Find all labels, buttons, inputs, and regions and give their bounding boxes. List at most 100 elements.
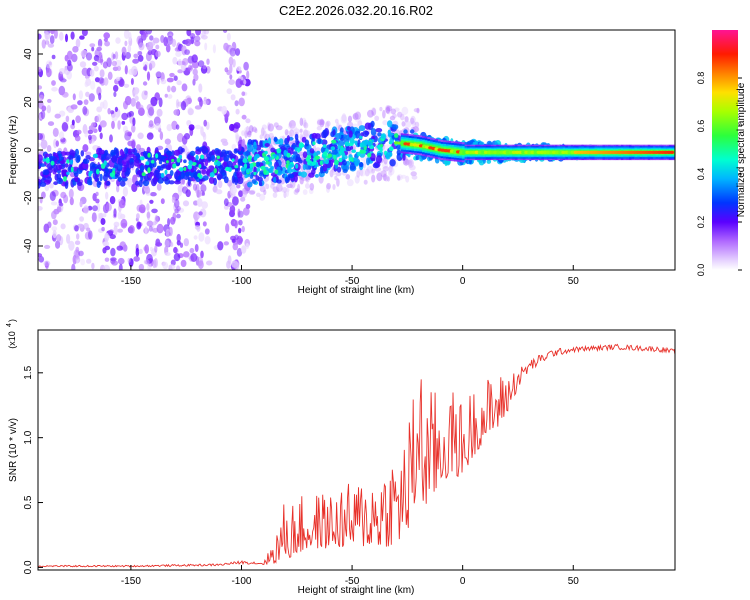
x-tick-label: -50 [345, 276, 360, 287]
spectrogram-cell [88, 134, 92, 141]
spectrogram-cell [410, 117, 415, 125]
spectrogram-cell [110, 110, 115, 115]
spectrogram-cell [115, 37, 121, 44]
spectrogram-cell [316, 126, 322, 131]
spectrogram-cell [86, 258, 92, 264]
spectrogram-cell [180, 100, 187, 111]
spectrogram-cell [193, 235, 198, 240]
spectrogram-cell [389, 151, 393, 157]
spectrogram-cell [76, 129, 82, 135]
spectrogram-cell [160, 172, 165, 178]
spectrogram-cell [254, 153, 260, 159]
spectrogram-cell [194, 244, 199, 252]
spectrogram-cell [392, 113, 397, 119]
spectrogram-cell [174, 171, 179, 180]
spectrogram-cell [288, 174, 295, 178]
spectrogram-cell [176, 213, 181, 219]
spectrogram-cell [410, 171, 417, 177]
spectrogram-cell [178, 175, 182, 182]
spectrogram-cell [241, 225, 245, 233]
spectrogram-cell [202, 175, 209, 181]
spectrogram-cell [113, 208, 117, 218]
spectrogram-cell [382, 166, 390, 172]
spectrogram-cell [131, 140, 136, 150]
spectrogram-cell [236, 171, 243, 179]
spectrogram-cell [146, 103, 154, 112]
spectrogram-cell [358, 125, 366, 132]
spectrogram-cell [88, 230, 93, 240]
spectrogram-cell [487, 150, 492, 154]
spectrogram-cell [109, 196, 116, 205]
spectrogram-cell [138, 107, 145, 115]
spectrogram-cell [46, 105, 51, 114]
spectrogram-cell [184, 49, 191, 55]
spectrogram-cell [58, 202, 64, 207]
spectrogram-cell [233, 262, 240, 270]
spectrogram-cell [220, 168, 225, 174]
spectrogram-cell [352, 112, 359, 120]
spectrogram-cell [332, 129, 336, 136]
spectrogram-cell [396, 149, 401, 156]
spectrogram-cell [113, 84, 119, 92]
spectrogram-cell [297, 183, 301, 193]
spectrogram-cell [82, 106, 88, 115]
spectrogram-cell [414, 121, 420, 128]
spectrogram-cell [245, 243, 250, 249]
spectrogram-cell [127, 257, 131, 263]
spectrogram-cell [97, 212, 102, 222]
colorbar-tick-label: 0.8 [696, 72, 706, 85]
spectrogram-cell [299, 177, 304, 185]
spectrogram-cell [348, 142, 354, 147]
spectrogram-cell [61, 91, 69, 98]
spectrogram-cell [168, 264, 176, 270]
spectrogram-cell [508, 150, 514, 154]
spectrogram-cell [660, 150, 665, 154]
spectrogram-cell [223, 30, 228, 33]
spectrogram-cell [38, 99, 44, 110]
spectrogram-cell [130, 65, 138, 76]
spectrogram-cell [111, 260, 118, 266]
spectrogram-cell [107, 108, 111, 115]
spectrogram-cell [370, 128, 377, 136]
x-tick-label: 0 [460, 576, 466, 587]
snr-scale-exponent: 4 [6, 323, 13, 327]
spectrogram-cell [106, 57, 112, 68]
spectrogram-cell [133, 53, 139, 59]
spectrogram-cell [251, 179, 257, 184]
spectrogram-cell [137, 132, 144, 140]
spectrogram-cell [486, 159, 492, 164]
spectrogram-cell [171, 158, 175, 163]
spectrogram-cell [247, 157, 252, 162]
spectrogram-cell [123, 164, 127, 173]
spectrogram-y-label: Frequency (Hz) [8, 116, 19, 185]
spectrogram-cell [50, 30, 55, 35]
spectrogram-cell [47, 121, 55, 126]
spectrogram-cell [61, 122, 69, 132]
spectrogram-cell [166, 150, 172, 156]
spectrogram-cell [401, 121, 406, 127]
spectrogram-cell [293, 128, 300, 135]
spectrogram-cell [330, 146, 336, 151]
spectrogram-cell [92, 193, 97, 202]
spectrogram-cell [376, 172, 383, 182]
spectrogram-cell [356, 170, 361, 178]
spectrogram-cell [173, 253, 181, 262]
spectrogram-cell [103, 264, 110, 270]
spectrogram-cell [265, 161, 270, 165]
spectrogram-cell [149, 35, 154, 41]
spectrogram-cell [237, 158, 243, 166]
spectrogram-cell [90, 80, 96, 90]
spectrogram-cell [46, 67, 52, 78]
spectrogram-cell [354, 117, 362, 123]
spectrogram-cell [477, 150, 483, 154]
spectrogram-cell [203, 30, 210, 35]
spectrogram-cell [237, 149, 244, 155]
spectrogram-cell [327, 153, 333, 158]
spectrogram-cell [122, 186, 128, 197]
spectrogram-cell [38, 142, 41, 148]
spectrogram-cell [225, 166, 230, 172]
spectrogram-cell [340, 147, 345, 153]
spectrogram-cell [367, 141, 372, 147]
spectrogram-cell [99, 173, 103, 182]
spectrogram-cell [131, 124, 136, 133]
